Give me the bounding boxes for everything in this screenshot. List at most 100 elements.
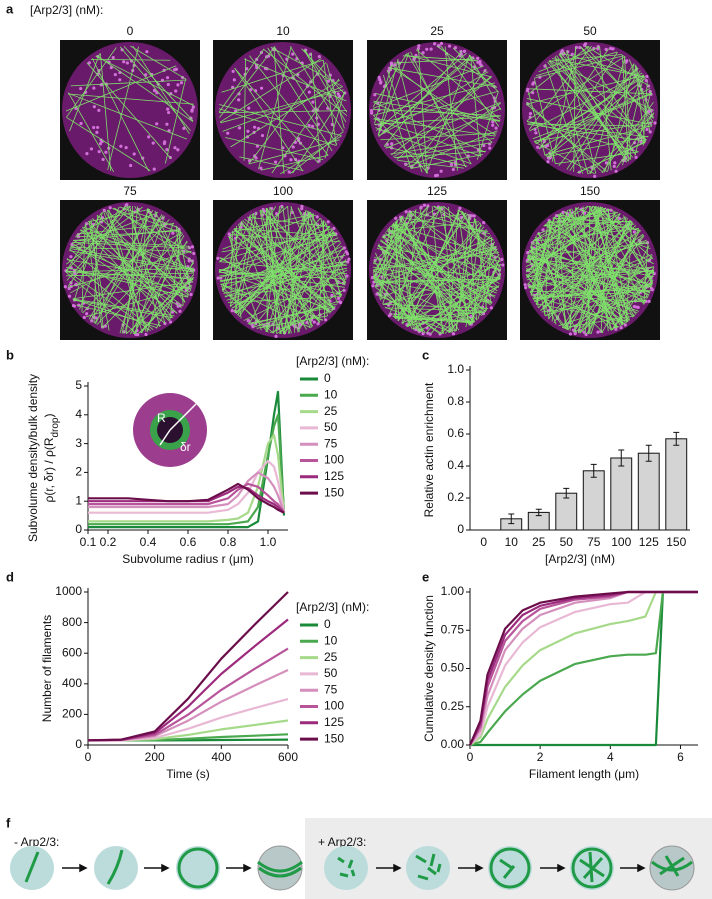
filament — [239, 156, 304, 172]
filament — [237, 224, 282, 335]
filament — [72, 298, 175, 317]
arp-dot — [165, 122, 169, 126]
filament — [394, 317, 474, 323]
filament — [395, 213, 468, 320]
droplet — [369, 42, 505, 178]
filament — [219, 271, 347, 280]
filament — [590, 205, 630, 321]
arp-dot — [113, 72, 117, 77]
arp-dot — [171, 231, 175, 235]
arp-dot — [476, 56, 480, 60]
series-line — [88, 459, 286, 514]
filament — [535, 303, 629, 322]
filament — [86, 222, 178, 314]
y-axis-label-2: ρ(r, δr) / ρ(Rdrop) — [42, 413, 61, 502]
filament — [79, 229, 184, 307]
arp-dot — [300, 206, 304, 211]
arp-dot — [67, 286, 71, 291]
y-tick-label: 1.0 — [447, 362, 464, 376]
filament — [467, 213, 478, 321]
arp-dot — [546, 160, 550, 164]
filament — [225, 137, 324, 161]
y-label-part: ρ(r, δr) / ρ(R — [42, 437, 56, 502]
filament — [470, 55, 481, 157]
filament — [146, 229, 181, 332]
filament — [219, 205, 289, 263]
arp-dot — [619, 326, 623, 330]
filament — [580, 46, 654, 119]
filament — [574, 269, 655, 333]
y-label-part: ) — [42, 413, 56, 417]
filament — [130, 45, 187, 80]
arp-dot — [344, 250, 348, 254]
filament — [107, 209, 186, 303]
y-tick-label: 0 — [457, 522, 464, 536]
x-tick-label: 1.0 — [260, 535, 277, 549]
schematic-plus — [324, 845, 695, 891]
filament — [125, 276, 194, 335]
filament — [248, 139, 340, 165]
filament — [391, 64, 493, 143]
arp-dot — [337, 94, 342, 99]
x-axis-label: [Arp2/3] (nM) — [545, 552, 615, 566]
arp-dot — [230, 309, 234, 313]
x-tick-label: 125 — [639, 535, 659, 549]
arp-dot — [273, 160, 278, 164]
filament — [473, 217, 492, 304]
arp-dot — [317, 55, 321, 59]
arp-dot — [608, 46, 613, 51]
arp-dot — [125, 203, 129, 207]
filament — [533, 78, 556, 164]
filament — [526, 101, 604, 173]
y-tick-label: 0.6 — [447, 426, 464, 440]
arp-dot — [124, 146, 128, 150]
arp-dot — [387, 303, 391, 307]
panel-label: f — [6, 815, 11, 830]
filament — [248, 211, 310, 325]
filament — [273, 232, 336, 334]
legend-label: 0 — [324, 371, 331, 385]
filament — [248, 62, 327, 165]
filament — [80, 229, 195, 272]
arp-dot — [182, 126, 186, 130]
filament — [230, 79, 340, 148]
filament — [444, 46, 458, 171]
filament — [556, 214, 651, 250]
arp-dot — [310, 124, 315, 128]
y-axis-label: Relative actin enrichment — [422, 382, 436, 517]
filament — [71, 242, 178, 314]
legend-label: 75 — [324, 436, 338, 450]
legend-label: 100 — [324, 453, 344, 467]
filament — [233, 225, 330, 312]
filament — [377, 244, 474, 324]
filament — [590, 56, 626, 175]
filament — [407, 209, 460, 327]
filament — [549, 60, 647, 141]
x-tick-label: 10 — [505, 535, 519, 549]
filament — [599, 206, 624, 325]
arp-dot — [95, 130, 99, 134]
filament — [548, 60, 631, 160]
arp-dot — [416, 46, 421, 51]
filament — [374, 64, 393, 124]
filament — [443, 206, 499, 253]
y-tick-label: 800 — [62, 615, 82, 629]
filament — [388, 228, 491, 306]
series-line — [88, 471, 286, 514]
filament — [592, 205, 654, 259]
filament — [119, 206, 178, 228]
arp-dot — [532, 81, 536, 85]
filament — [532, 290, 651, 299]
filament — [586, 45, 650, 87]
x-tick-label: 0 — [85, 750, 92, 764]
series-line — [88, 482, 285, 514]
filament — [532, 242, 655, 273]
filament — [263, 48, 348, 116]
filament — [119, 211, 158, 334]
arp-dot — [422, 203, 427, 207]
arp-dot — [377, 75, 381, 80]
filament — [562, 315, 635, 329]
inset-arrow — [159, 429, 171, 446]
filament — [218, 108, 337, 146]
arp-dot — [482, 221, 486, 225]
